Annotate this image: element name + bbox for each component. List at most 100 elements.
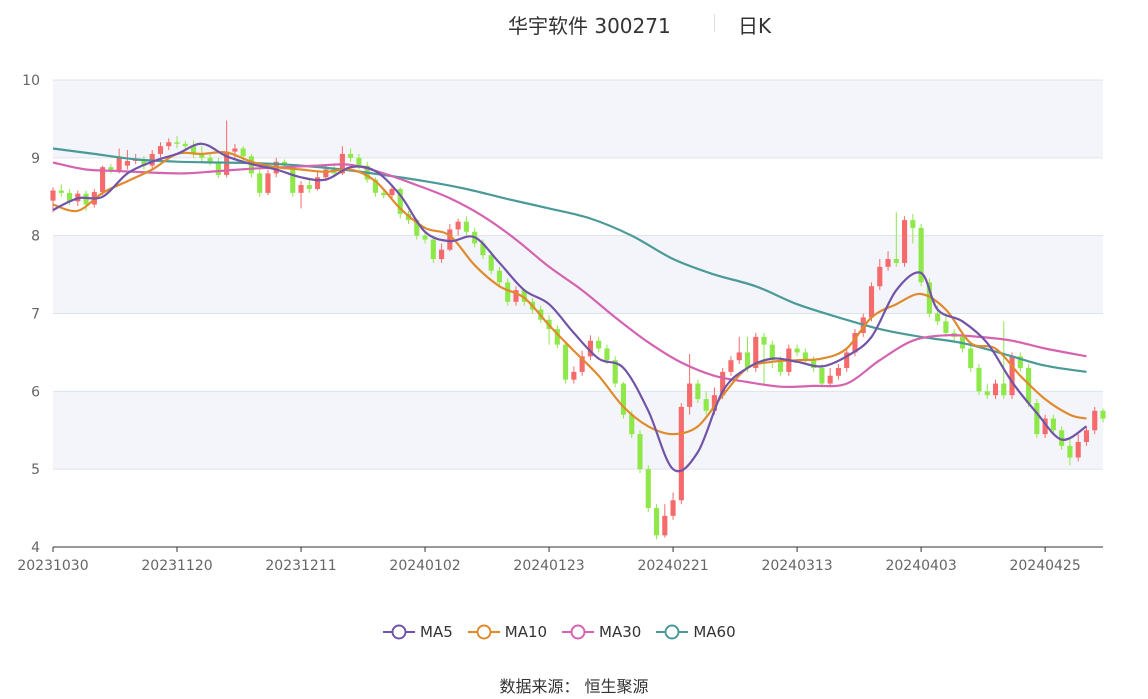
candle-body — [992, 383, 999, 396]
candle-body — [58, 190, 64, 193]
y-tick-label: 9 — [31, 151, 40, 167]
candle-body — [769, 344, 775, 361]
ma60-line — [52, 147, 1087, 373]
x-tick-label: 20240403 — [885, 558, 956, 574]
candle-body — [372, 179, 379, 193]
candle-body — [100, 167, 106, 193]
ma5-line — [52, 142, 1088, 473]
candle-body — [182, 143, 188, 147]
candle-body — [596, 340, 602, 349]
candle-body — [232, 148, 238, 152]
candle-body — [984, 391, 990, 396]
candle-body — [1067, 445, 1073, 458]
y-tick-label: 5 — [31, 462, 40, 478]
candle-body — [703, 399, 709, 411]
candle-body — [1034, 403, 1040, 435]
candle-body — [463, 221, 469, 232]
ma30-line — [52, 161, 1087, 388]
legend-item-ma60[interactable]: MA60 — [655, 623, 736, 641]
candle-body — [1042, 418, 1048, 435]
candle-body — [811, 360, 817, 368]
legend-item-ma10[interactable]: MA10 — [467, 623, 547, 641]
candle-body — [976, 367, 982, 392]
candle-body — [215, 161, 221, 175]
legend-marker-icon — [467, 624, 500, 640]
candle-body — [678, 406, 684, 501]
candle-body — [1059, 430, 1065, 446]
candle-body — [777, 360, 784, 372]
candle-body — [620, 383, 627, 415]
chart-period: 日K — [738, 14, 772, 38]
candle-body — [563, 344, 569, 380]
candle-body — [943, 321, 949, 333]
candle-body — [852, 332, 858, 353]
chart-title: 华宇软件 300271 — [508, 14, 671, 38]
candle-body — [381, 192, 387, 196]
candle-body — [844, 352, 850, 368]
x-tick-label: 20231030 — [17, 558, 88, 574]
x-tick-label: 20240102 — [389, 558, 460, 574]
candle-body — [389, 188, 395, 196]
candle-body — [496, 270, 503, 283]
candle-body — [728, 360, 734, 372]
ma10-line — [52, 150, 1087, 436]
candle-body — [1001, 383, 1007, 396]
candle-body — [645, 469, 651, 509]
candle-body — [1100, 410, 1106, 419]
candle-body — [265, 173, 271, 193]
candle-body — [430, 239, 436, 260]
candle-body — [794, 348, 800, 353]
candle-body — [571, 371, 577, 380]
x-tick-label: 20231120 — [141, 558, 212, 574]
candle-body — [753, 336, 759, 368]
candle-body — [802, 352, 808, 361]
grid-band — [53, 391, 1103, 470]
candle-body — [1075, 441, 1081, 458]
candle-body — [323, 169, 329, 178]
candle-body — [257, 173, 263, 193]
candle-body — [720, 371, 726, 396]
candle-body — [190, 146, 197, 154]
x-tick-label: 20231211 — [265, 558, 336, 574]
candle-body — [695, 383, 701, 400]
candle-body — [439, 249, 445, 260]
x-tick-label: 20240313 — [761, 558, 832, 574]
candle-body — [306, 185, 312, 189]
y-tick-label: 4 — [31, 540, 40, 556]
candle-body — [199, 153, 205, 158]
candle-body — [505, 282, 511, 302]
legend-item-ma5[interactable]: MA5 — [382, 623, 453, 641]
candle-body — [207, 157, 213, 162]
legend-item-ma30[interactable]: MA30 — [561, 623, 641, 641]
candle-body — [736, 352, 742, 361]
candle-body — [480, 243, 486, 256]
candle-body — [877, 266, 883, 287]
grid-band — [53, 80, 1103, 158]
candle-body — [356, 157, 362, 166]
x-tick-label: 20240425 — [1009, 558, 1080, 574]
candle-body — [744, 352, 751, 368]
legend: MA5 MA10 MA30 MA60 — [382, 620, 750, 644]
candle-body — [587, 340, 593, 357]
candle-body — [918, 227, 924, 283]
candle-body — [513, 290, 519, 302]
candle-body — [397, 188, 403, 214]
candle-body — [240, 148, 246, 157]
candle-body — [124, 160, 130, 166]
y-tick-label: 8 — [31, 229, 40, 245]
candle-body — [488, 255, 494, 271]
candle-body — [141, 159, 147, 166]
candle-body — [554, 329, 560, 345]
candle-body — [670, 500, 676, 516]
candle-body — [687, 383, 693, 407]
legend-marker-icon — [562, 624, 595, 640]
candle-body — [414, 220, 420, 236]
x-tick-label: 20240221 — [637, 558, 708, 574]
candle-body — [521, 290, 527, 302]
candle-body — [348, 153, 354, 158]
candle-body — [447, 229, 453, 250]
y-tick-label: 10 — [22, 73, 40, 89]
legend-label: MA5 — [420, 623, 453, 641]
candle-body — [116, 157, 122, 171]
candle-body — [637, 434, 643, 470]
